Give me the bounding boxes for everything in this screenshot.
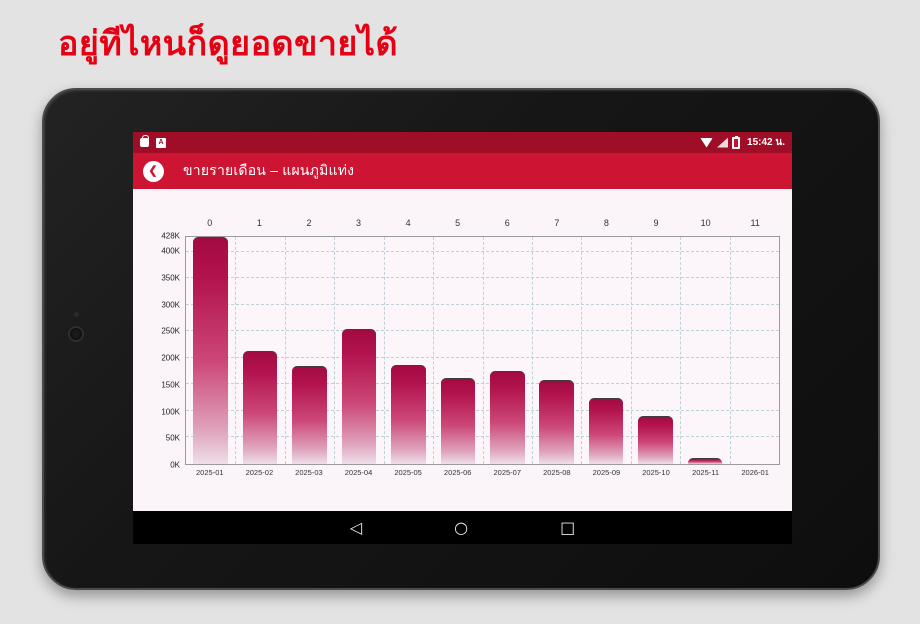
tablet-screen: A 15:42 น. ❮ ขายรายเดือน – แผนภูมิแท่ง 0… <box>133 132 792 544</box>
bar-2025-04 <box>341 329 377 464</box>
top-axis-label: 10 <box>700 218 711 228</box>
x-tick-label: 2025-11 <box>692 468 720 477</box>
bar-cell <box>483 237 532 464</box>
y-tick-label: 200K <box>161 353 180 363</box>
y-tick-label: 428K <box>161 231 180 241</box>
app-bar-title: ขายรายเดือน – แผนภูมิแท่ง <box>183 162 355 178</box>
v-gridline <box>383 237 385 464</box>
v-gridline <box>630 237 632 464</box>
chart-content: 0 1 2 3 4 5 6 7 8 9 10 11 0K 50K 100K 150K 200K 250K 300K… <box>133 189 792 511</box>
back-chevron-icon: ❮ <box>148 164 158 177</box>
bar-2025-07 <box>489 370 525 464</box>
status-bar: A 15:42 น. <box>133 132 792 153</box>
bar-cell <box>730 237 779 464</box>
y-tick-label: 250K <box>161 326 180 336</box>
top-axis-label: 7 <box>554 218 560 228</box>
bar-2025-09 <box>588 398 624 464</box>
top-axis-label: 5 <box>455 218 461 228</box>
top-axis-label: 1 <box>256 218 262 228</box>
v-gridline <box>531 237 533 464</box>
x-tick-label: 2026-01 <box>741 468 769 477</box>
bar-cell <box>631 237 680 464</box>
chart-x-axis: 2025-01 2025-02 2025-03 2025-04 2025-05 2025-… <box>185 468 780 477</box>
top-axis-label: 3 <box>356 218 362 228</box>
y-tick-label: 50K <box>165 433 180 443</box>
bar-cell <box>186 237 235 464</box>
bar-2025-11 <box>687 458 723 464</box>
v-gridline <box>334 237 336 464</box>
x-tick-label: 2025-02 <box>245 468 274 477</box>
nav-home-button[interactable]: ○ <box>454 517 469 537</box>
chart-y-axis: 0K 50K 100K 150K 200K 250K 300K 350K 400K 428K <box>133 232 180 470</box>
camera-dot-icon <box>74 312 79 317</box>
top-axis-label: 8 <box>603 218 609 228</box>
y-tick-label: 400K <box>161 246 180 256</box>
status-bar-left: A <box>140 135 166 148</box>
chart-top-axis: 0 1 2 3 4 5 6 7 8 9 10 11 <box>185 218 780 232</box>
top-axis-label: 6 <box>504 218 510 228</box>
v-gridline <box>729 237 731 464</box>
bar-2025-01 <box>193 237 228 464</box>
bar-cell <box>433 237 482 464</box>
cell-signal-icon <box>717 137 729 148</box>
bar-2025-02 <box>242 350 278 464</box>
bag-notification-icon <box>140 135 149 147</box>
bar-cell <box>680 237 729 464</box>
x-tick-label: 2025-10 <box>642 468 670 477</box>
wifi-icon <box>700 137 714 148</box>
x-tick-label: 2025-04 <box>344 468 373 477</box>
bar-2025-08 <box>539 380 574 464</box>
bar-2025-05 <box>391 364 426 464</box>
plot-area <box>185 236 780 465</box>
y-tick-label: 150K <box>161 380 180 390</box>
x-tick-label: 2025-08 <box>543 468 571 477</box>
bar-cell <box>285 237 334 464</box>
bar-cell <box>334 237 383 464</box>
tablet-device-frame: A 15:42 น. ❮ ขายรายเดือน – แผนภูมิแท่ง 0… <box>42 88 880 590</box>
battery-icon <box>732 135 741 149</box>
y-tick-label: 100K <box>161 407 180 416</box>
y-tick-label: 350K <box>161 273 180 283</box>
bar-cell <box>532 237 581 464</box>
top-axis-label: 0 <box>207 218 213 228</box>
bar-cell <box>235 237 284 464</box>
top-axis-label: 2 <box>306 218 312 228</box>
v-gridline <box>235 237 237 464</box>
x-tick-label: 2025-05 <box>394 468 422 477</box>
v-gridline <box>581 237 583 464</box>
y-tick-label: 300K <box>161 300 180 309</box>
v-gridline <box>482 237 484 464</box>
bar-cell <box>384 237 433 464</box>
v-gridline <box>284 237 286 464</box>
nav-recents-button[interactable]: □ <box>560 517 576 537</box>
status-bar-clock: 15:42 น. <box>747 137 785 148</box>
a-badge-icon: A <box>156 137 166 148</box>
v-gridline <box>433 237 435 464</box>
bar-2025-10 <box>638 416 673 464</box>
top-axis-label: 9 <box>653 218 659 228</box>
back-button[interactable]: ❮ <box>143 160 164 182</box>
x-tick-label: 2025-07 <box>493 468 522 477</box>
x-tick-label: 2025-03 <box>295 468 323 477</box>
x-tick-label: 2025-01 <box>196 468 224 477</box>
bar-2025-03 <box>292 366 327 464</box>
top-axis-label: 4 <box>405 218 411 228</box>
bar-2025-06 <box>440 378 476 464</box>
page-headline: อยู่ทีไหนก็ดูยอดขายได้ <box>58 25 399 63</box>
nav-back-button[interactable]: ◁ <box>349 517 363 537</box>
v-gridline <box>680 237 682 464</box>
bar-cell <box>581 237 630 464</box>
x-tick-label: 2025-06 <box>443 468 472 477</box>
app-bar: ❮ ขายรายเดือน – แผนภูมิแท่ง <box>133 153 792 189</box>
x-tick-label: 2025-09 <box>592 468 621 477</box>
front-camera-icon <box>68 326 84 342</box>
status-bar-right: 15:42 น. <box>700 135 785 150</box>
android-nav-bar: ◁ ○ □ <box>133 511 792 544</box>
bar-series <box>186 237 779 464</box>
top-axis-label: 11 <box>750 218 760 228</box>
y-tick-label: 0K <box>170 460 180 470</box>
